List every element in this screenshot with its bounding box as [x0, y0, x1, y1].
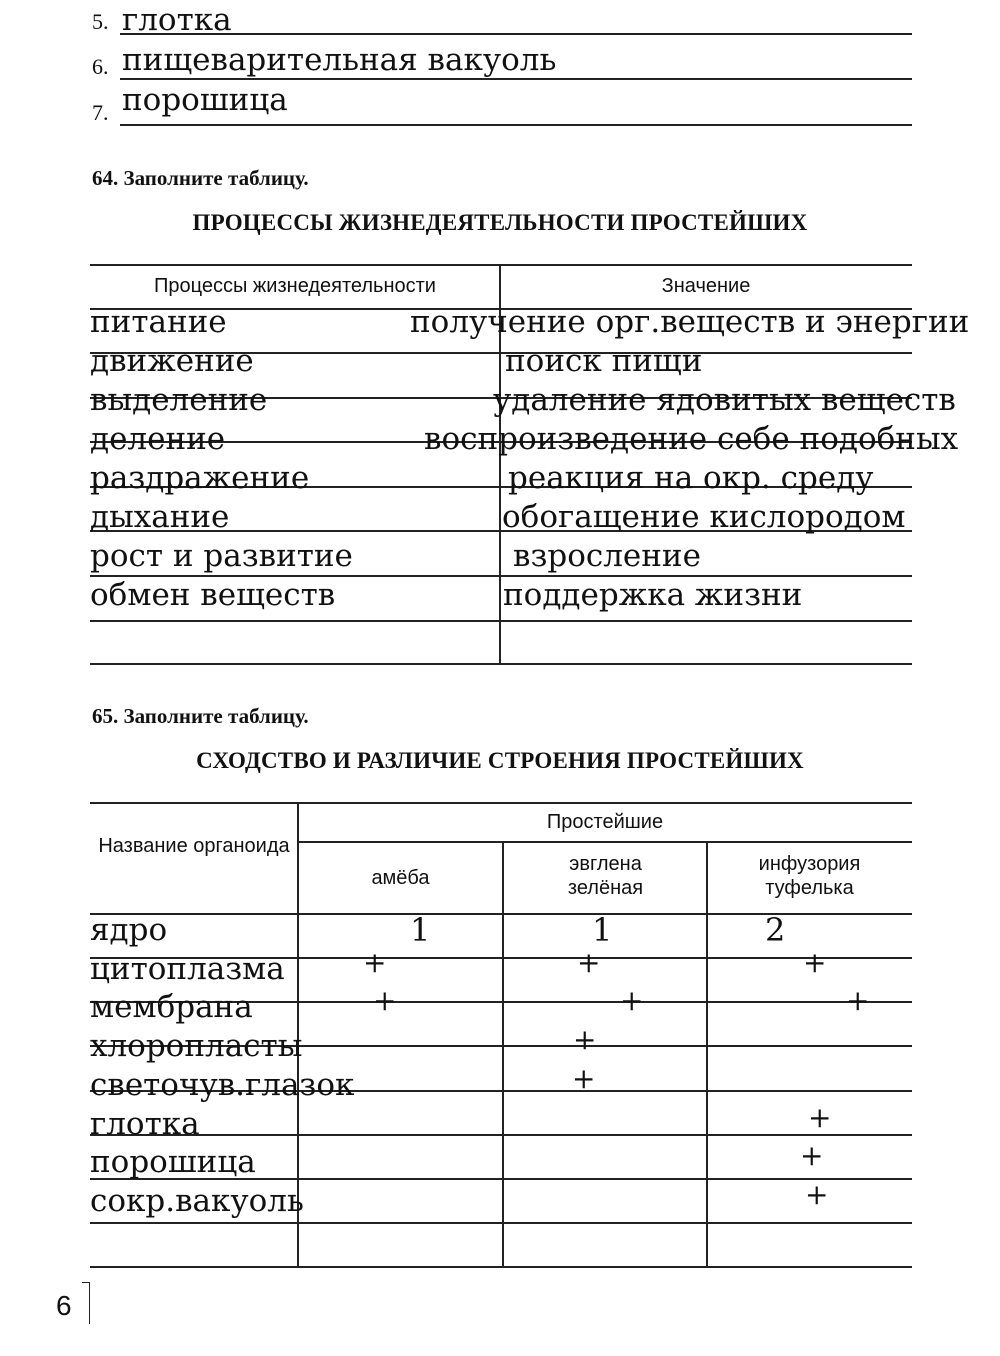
meaning-cell: реакция на окр. среду: [508, 460, 874, 496]
table-rule: [90, 1090, 912, 1092]
table-rule: [90, 1222, 912, 1224]
organoid-cell: сокр.вакуоль: [90, 1182, 304, 1219]
meaning-cell: взросление: [513, 538, 701, 574]
organoid-cell: порошица: [90, 1144, 256, 1181]
presence-cell: +: [577, 945, 601, 979]
item-number: 7.: [92, 100, 109, 125]
column-header-organism: амёба: [371, 867, 430, 889]
meaning-cell: обогащение кислородом: [502, 499, 906, 535]
column-header-organism: инфузория туфелька: [758, 853, 861, 899]
process-cell: движение: [90, 343, 254, 379]
column-header-group: Простейшие: [546, 811, 664, 833]
page-number: 6: [56, 1290, 72, 1321]
column-divider: [502, 841, 504, 1267]
answer-text: глотка: [122, 2, 232, 38]
task-65-title: СХОДСТВО И РАЗЛИЧИЕ СТРОЕНИЯ ПРОСТЕЙШИХ: [196, 748, 804, 773]
table-rule: [90, 1178, 912, 1180]
answer-line: [120, 78, 912, 80]
presence-cell: 2: [765, 911, 786, 949]
table-rule: [90, 441, 912, 443]
table-rule: [90, 957, 912, 959]
presence-cell: +: [803, 945, 827, 979]
table-rule: [90, 1045, 912, 1047]
table-rule: [90, 308, 912, 310]
column-header-organism: эвглена зелёная: [567, 853, 644, 899]
table-rule: [90, 1266, 912, 1268]
process-cell: дыхание: [90, 499, 230, 535]
page-number-bracket: [89, 1282, 90, 1324]
presence-cell: +: [373, 984, 397, 1018]
table-rule: [90, 802, 912, 804]
table-rule: [90, 352, 912, 354]
presence-cell: +: [573, 1023, 597, 1057]
table-rule: [90, 397, 912, 399]
column-header: Процессы жизнедеятельности: [154, 275, 436, 297]
meaning-cell: удаление ядовитых веществ: [493, 382, 956, 418]
organoid-cell: глотка: [90, 1105, 200, 1142]
process-cell: рост и развитие: [90, 538, 353, 574]
task-65-label: 65. Заполните таблицу.: [92, 704, 309, 728]
column-header: Значение: [661, 275, 751, 297]
presence-cell: +: [572, 1061, 596, 1095]
table-rule: [90, 486, 912, 488]
item-number: 6.: [92, 54, 109, 79]
answer-line: [120, 33, 912, 35]
answer-line: [120, 124, 912, 126]
organoid-cell: ядро: [90, 912, 168, 948]
meaning-cell: поддержка жизни: [503, 577, 803, 613]
organoid-cell: цитоплазма: [90, 950, 285, 987]
column-header-organoid: Название органоида: [98, 835, 290, 857]
page-number-bracket-top: [82, 1282, 90, 1283]
presence-cell: +: [805, 1177, 829, 1211]
process-cell: обмен веществ: [90, 577, 336, 613]
column-divider: [706, 841, 708, 1267]
item-number: 5.: [92, 9, 109, 34]
presence-cell: +: [846, 984, 870, 1018]
table-rule: [90, 913, 912, 915]
column-divider: [499, 264, 501, 664]
presence-cell: 1: [592, 911, 613, 949]
presence-cell: +: [808, 1100, 832, 1134]
table-rule: [90, 663, 912, 665]
process-cell: деление: [90, 421, 226, 457]
answer-text: порошица: [122, 82, 288, 118]
process-cell: выделение: [90, 382, 268, 418]
table-rule: [298, 841, 912, 843]
presence-cell: +: [620, 984, 644, 1018]
table-rule: [90, 264, 912, 266]
column-divider: [297, 802, 299, 1267]
process-cell: питание: [90, 304, 227, 340]
organoid-cell: хлоропласты: [90, 1028, 303, 1065]
organoid-cell: мембрана: [90, 989, 253, 1026]
presence-cell: 1: [410, 911, 431, 949]
meaning-cell: поиск пищи: [505, 343, 703, 379]
task-64-label: 64. Заполните таблицу.: [92, 166, 309, 190]
table-rule: [90, 530, 912, 532]
presence-cell: +: [800, 1139, 824, 1173]
meaning-cell: воспроизведение себе подобных: [424, 421, 959, 457]
table-rule: [90, 620, 912, 622]
answer-text: пищеварительная вакуоль: [122, 42, 557, 78]
table-rule: [90, 575, 912, 577]
task-64-title: ПРОЦЕССЫ ЖИЗНЕДЕЯТЕЛЬНОСТИ ПРОСТЕЙШИХ: [192, 210, 808, 235]
meaning-cell: получение орг.веществ и энергии: [410, 304, 970, 340]
table-rule: [90, 1001, 912, 1003]
process-cell: раздражение: [90, 460, 310, 496]
table-rule: [90, 1134, 912, 1136]
presence-cell: +: [363, 945, 387, 979]
organoid-cell: светочув.глазок: [90, 1066, 355, 1103]
